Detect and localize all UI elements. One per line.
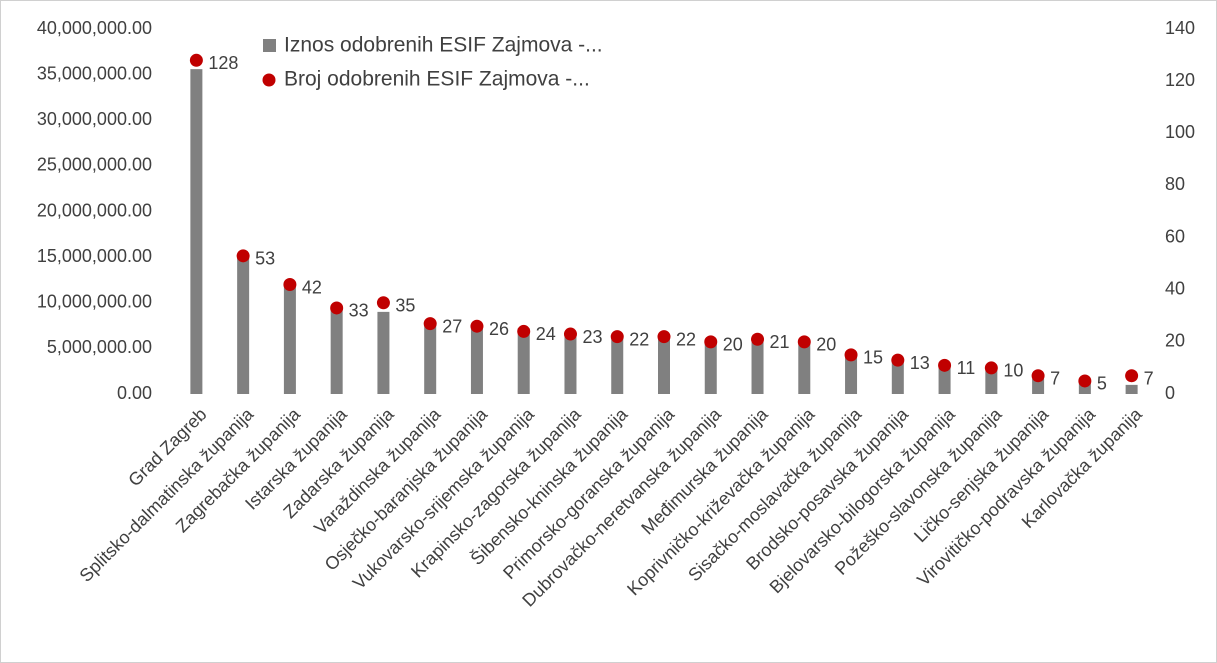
data-label: 26 [489, 319, 509, 339]
dot [283, 278, 297, 291]
data-label: 33 [349, 301, 369, 321]
y-tick-label: 15,000,000.00 [37, 246, 152, 266]
data-label: 53 [255, 249, 275, 269]
data-label: 42 [302, 277, 322, 297]
data-label: 5 [1097, 374, 1107, 394]
y2-tick-label: 140 [1165, 18, 1195, 38]
dot [891, 353, 905, 367]
data-label: 13 [910, 353, 930, 373]
y-tick-label: 5,000,000.00 [47, 337, 152, 357]
bar [330, 308, 343, 394]
y2-tick-label: 20 [1165, 331, 1185, 351]
bar [283, 283, 296, 394]
y2-tick-label: 100 [1165, 122, 1195, 142]
dot [330, 301, 344, 315]
y2-tick-label: 80 [1165, 174, 1185, 194]
bar [470, 325, 483, 394]
data-label: 7 [1144, 369, 1154, 389]
dot [563, 327, 577, 341]
data-label: 24 [536, 324, 556, 344]
bar [704, 340, 717, 394]
dot [236, 249, 250, 263]
data-label: 22 [629, 329, 649, 349]
dot [704, 335, 718, 349]
data-label: 35 [395, 296, 415, 316]
data-label: 10 [1003, 361, 1023, 381]
y2-tick-label: 0 [1165, 383, 1175, 403]
bar [237, 257, 250, 394]
dot [751, 332, 765, 346]
dot [984, 361, 998, 375]
bar [377, 311, 390, 394]
bar [1032, 378, 1045, 394]
dot [844, 348, 858, 362]
bar [611, 337, 624, 394]
legend-label: Iznos odobrenih ESIF Zajmova -... [284, 34, 603, 57]
dot [1125, 369, 1139, 383]
bar [1125, 384, 1138, 394]
y-tick-label: 20,000,000.00 [37, 200, 152, 220]
y-tick-label: 25,000,000.00 [37, 155, 152, 175]
dot [517, 324, 531, 338]
data-label: 23 [582, 327, 602, 347]
bar [938, 365, 951, 394]
bar [751, 340, 764, 394]
dot [189, 53, 203, 67]
data-label: 7 [1050, 369, 1060, 389]
dot [938, 358, 952, 372]
y2-tick-label: 60 [1165, 226, 1185, 246]
y2-tick-label: 120 [1165, 70, 1195, 90]
bar [845, 354, 858, 394]
dot [610, 330, 624, 344]
dot [657, 330, 671, 344]
y-tick-label: 30,000,000.00 [37, 109, 152, 129]
legend-swatch [262, 73, 276, 87]
dot [423, 317, 437, 331]
data-label: 20 [723, 335, 743, 355]
y-tick-label: 40,000,000.00 [37, 18, 152, 38]
bar [424, 321, 437, 394]
dot [470, 319, 484, 333]
dot [1031, 369, 1045, 383]
y-tick-label: 35,000,000.00 [37, 63, 152, 83]
data-label: 15 [863, 348, 883, 368]
dot [376, 296, 390, 310]
dot [797, 335, 811, 349]
bar [517, 328, 530, 394]
data-label: 22 [676, 329, 696, 349]
data-label: 21 [770, 332, 790, 352]
y-tick-label: 10,000,000.00 [37, 292, 152, 312]
y2-tick-label: 40 [1165, 278, 1185, 298]
y-tick-label: 0.00 [117, 383, 152, 403]
data-label: 128 [208, 53, 238, 73]
dot [1078, 374, 1092, 388]
bar [190, 69, 203, 395]
data-label: 20 [816, 335, 836, 355]
bar [564, 335, 577, 394]
data-label: 27 [442, 316, 462, 336]
bar [1078, 382, 1091, 394]
bar [658, 337, 670, 394]
bar [985, 370, 998, 394]
data-label: 11 [957, 358, 976, 378]
bar [891, 360, 904, 394]
legend-label: Broj odobrenih ESIF Zajmova -... [284, 68, 590, 91]
legend-swatch [263, 39, 276, 52]
bar [798, 342, 811, 394]
